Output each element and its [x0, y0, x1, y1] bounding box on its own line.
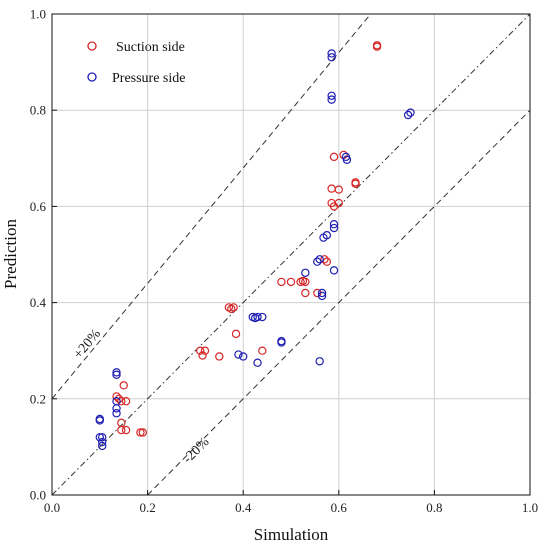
legend-label-pressure: Pressure side: [112, 71, 186, 86]
reference-lines: [51, 13, 531, 496]
data-point: [112, 409, 121, 418]
grid: [52, 14, 530, 495]
data-point: [95, 433, 105, 442]
data-point: [286, 277, 296, 287]
data-point: [327, 95, 336, 104]
data-point: [322, 257, 332, 266]
data-point: [327, 49, 336, 58]
data-point: [372, 42, 382, 51]
data-point: [301, 268, 310, 277]
reference-line: [51, 13, 372, 400]
data-point: [406, 108, 415, 117]
data-point: [117, 397, 126, 406]
data-point: [231, 329, 241, 339]
data-point: [334, 185, 343, 194]
data-point: [198, 351, 207, 360]
data-point: [112, 368, 121, 377]
axis-ticks: 0.0 0.2 0.4 0.6 0.8 1.0 0.0 0.2 0.4 0.6 0.8 1.0: [30, 7, 538, 516]
y-axis-title: Prediction: [1, 219, 20, 289]
data-point: [200, 346, 210, 355]
data-point: [313, 257, 322, 266]
data-point: [317, 288, 327, 298]
data-point: [277, 277, 286, 287]
y-tick-label: 0.4: [30, 295, 47, 310]
data-points: [95, 41, 415, 451]
data-point: [95, 414, 105, 424]
x-tick-label: 1.0: [522, 500, 538, 515]
data-point: [112, 392, 121, 401]
data-point: [315, 357, 324, 366]
data-point: [234, 350, 243, 359]
data-point: [138, 428, 148, 437]
data-point: [351, 179, 360, 188]
data-point: [403, 110, 413, 120]
data-point: [334, 198, 343, 208]
data-point: [97, 437, 107, 447]
legend-marker-suction: [87, 41, 97, 51]
data-point: [114, 394, 124, 403]
legend-marker-pressure: [87, 72, 97, 82]
data-point: [329, 152, 339, 162]
y-tick-label: 1.0: [30, 7, 46, 22]
data-point: [195, 346, 205, 355]
data-point: [97, 433, 107, 442]
data-point: [327, 91, 336, 100]
data-point: [97, 441, 107, 451]
series-pressure-side: [95, 49, 415, 451]
x-tick-label: 0.4: [235, 500, 252, 515]
legend: Suction side Pressure side: [87, 40, 186, 86]
data-point: [258, 312, 267, 322]
data-point: [317, 291, 327, 301]
data-point: [327, 53, 336, 62]
x-axis-title: Simulation: [254, 525, 329, 544]
x-tick-label: 0.6: [331, 500, 348, 515]
reference-line: [51, 13, 531, 496]
data-point: [229, 303, 238, 312]
plot-frame: [51, 13, 531, 496]
data-point: [253, 358, 262, 367]
x-tick-label: 0.2: [139, 500, 155, 515]
data-point: [329, 266, 339, 275]
x-tick-label: 0.8: [426, 500, 442, 515]
data-point: [121, 397, 131, 406]
data-point: [112, 404, 121, 413]
data-point: [301, 288, 310, 298]
data-point: [320, 255, 329, 264]
data-point: [301, 277, 310, 287]
y-tick-label: 0.0: [30, 488, 46, 503]
data-point: [342, 155, 352, 164]
data-point: [112, 370, 121, 379]
data-point: [319, 233, 328, 242]
reference-line: [147, 109, 531, 496]
y-tick-label: 0.6: [30, 199, 47, 214]
data-point: [253, 312, 262, 322]
data-point: [329, 219, 339, 229]
y-tick-label: 0.2: [30, 391, 46, 406]
y-tick-label: 0.8: [30, 103, 46, 118]
data-point: [121, 425, 131, 435]
data-point: [136, 428, 145, 437]
x-tick-label: 0.0: [44, 500, 60, 515]
data-point: [238, 352, 248, 361]
legend-label-suction: Suction side: [116, 40, 185, 55]
data-point: [329, 223, 339, 233]
data-point: [119, 381, 128, 390]
data-point: [215, 352, 224, 361]
data-point: [117, 425, 126, 435]
data-point: [315, 255, 324, 264]
data-point: [277, 338, 286, 347]
data-point: [258, 346, 267, 355]
